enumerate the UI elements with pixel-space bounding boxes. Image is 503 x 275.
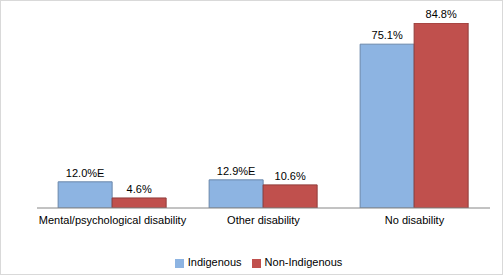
html-text:Indigenous: Indigenous [187,256,242,268]
svg-text:75.1%: 75.1% [372,29,403,41]
svg-text:No disability: No disability [385,214,445,226]
svg-text:Other disability: Other disability [227,214,300,226]
svg-text:10.6%: 10.6% [275,170,306,182]
svg-text:Mental/psychological disabilit: Mental/psychological disability [39,214,187,226]
svg-text:12.0%E: 12.0%E [66,167,105,179]
svg-text:4.6%: 4.6% [127,183,152,195]
svg-text:12.9%E: 12.9%E [217,165,256,177]
html-text:Non-Indigenous: Non-Indigenous [264,256,343,268]
svg-text:84.8%: 84.8% [426,8,457,20]
